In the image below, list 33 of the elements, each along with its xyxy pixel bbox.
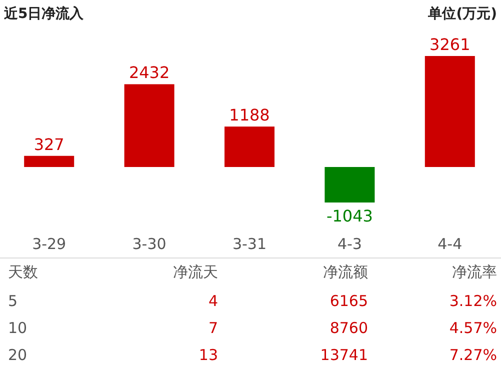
chart-title: 近5日净流入 bbox=[3, 5, 85, 22]
text: 5 bbox=[8, 292, 18, 310]
text: 8760 bbox=[330, 319, 368, 337]
data-label: 1188 bbox=[229, 106, 270, 125]
x-tick-label: 4-4 bbox=[438, 235, 462, 253]
x-tick-label: 3-31 bbox=[232, 235, 267, 253]
text: 3.12% bbox=[449, 292, 497, 310]
x-tick-label: 3-30 bbox=[132, 235, 166, 253]
x-tick-label: 3-29 bbox=[32, 235, 66, 253]
category-label: 净流天 bbox=[173, 263, 218, 281]
data-label: 3261 bbox=[430, 35, 470, 54]
text: 13741 bbox=[320, 346, 368, 364]
text: 13 bbox=[198, 346, 218, 364]
bar bbox=[324, 167, 375, 202]
bar bbox=[424, 56, 475, 167]
text: 4.57% bbox=[449, 319, 497, 337]
x-tick-label: 4-3 bbox=[337, 235, 362, 253]
text: 4 bbox=[208, 292, 218, 310]
data-label: 327 bbox=[34, 134, 64, 154]
data-label: -1043 bbox=[326, 206, 373, 226]
text: 7.27% bbox=[449, 346, 497, 364]
category-label: 天数 bbox=[8, 263, 38, 281]
text: 7 bbox=[208, 319, 218, 337]
category-label: 净流率 bbox=[452, 263, 497, 281]
data-label: 2432 bbox=[128, 63, 170, 82]
text: 6165 bbox=[330, 292, 368, 310]
category-label: 净流额 bbox=[323, 263, 368, 281]
bar bbox=[224, 126, 274, 167]
bar bbox=[24, 156, 74, 167]
text: 10 bbox=[8, 319, 28, 337]
text: 单位(万元) bbox=[427, 6, 497, 22]
text: 20 bbox=[8, 346, 28, 364]
bar bbox=[124, 84, 174, 167]
